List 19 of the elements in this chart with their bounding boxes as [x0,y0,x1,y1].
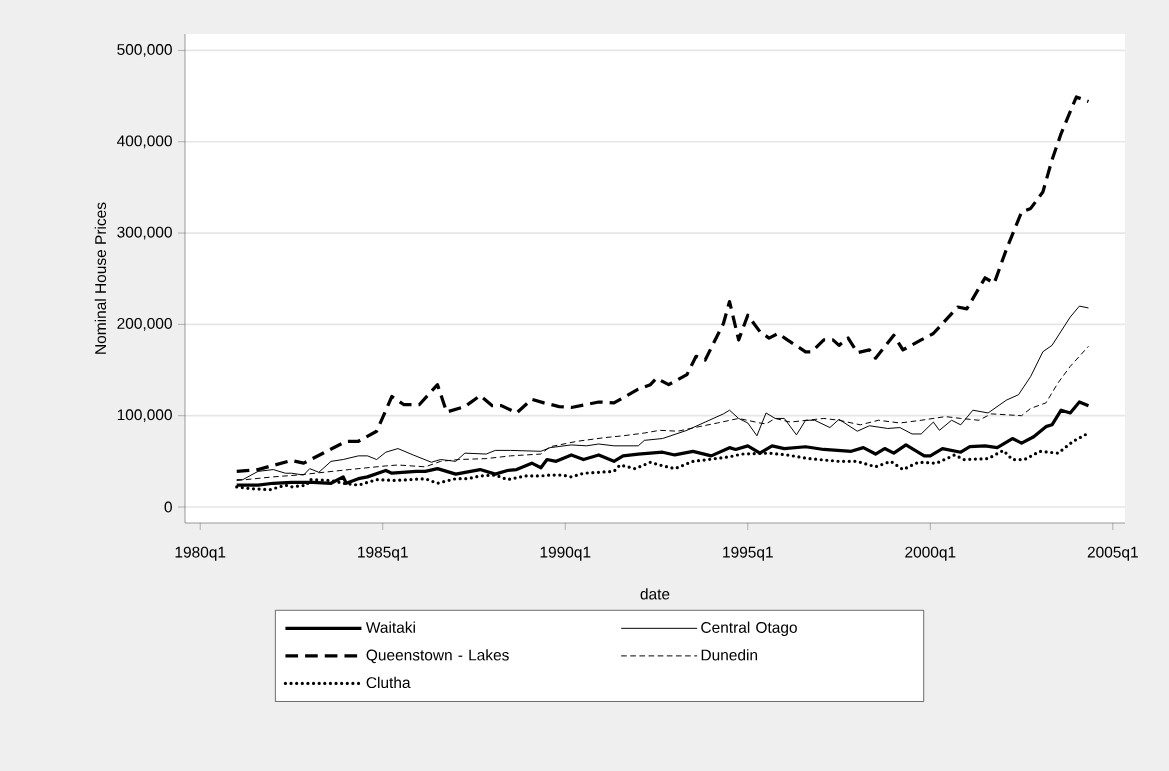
x-tick-label: 1995q1 [723,546,773,561]
legend-label: Queenstown - Lakes [366,649,509,664]
x-tick-label: 1985q1 [358,546,408,561]
x-tick-label: 1980q1 [175,546,226,561]
y-axis-title: Nominal House Prices [94,202,107,354]
x-tick-label: 1990q1 [540,546,591,561]
y-tick-label: 300,000 [117,226,172,240]
y-tick-label: 200,000 [117,318,172,331]
legend-label: Waitaki [365,621,415,633]
legend-label: Central Otago [701,621,797,636]
x-tick-label: 2000q1 [905,546,956,561]
legend-label: Clutha [366,676,411,689]
y-tick-label: 400,000 [117,135,172,149]
x-axis-title: date [640,588,670,600]
x-tick-label: 2005q1 [1087,546,1138,561]
y-tick-label: 0 [164,501,172,513]
legend-label: Dunedin [701,649,758,661]
y-tick-label: 100,000 [117,409,172,423]
y-tick-label: 500,000 [117,44,172,57]
